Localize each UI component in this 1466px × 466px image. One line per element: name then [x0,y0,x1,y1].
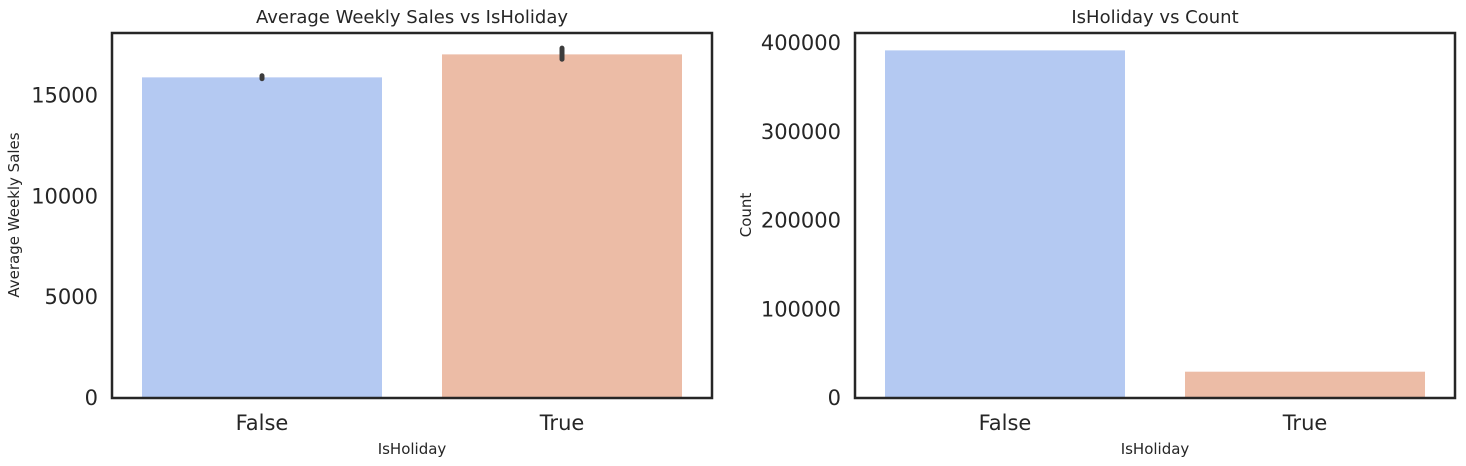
y-tick-label: 5000 [45,285,98,309]
error-bars [259,45,565,82]
x-tick-label: True [539,411,585,435]
chart-average-weekly-sales: Average Weekly Sales vs IsHoliday IsHoli… [5,7,714,458]
y-tick-label: 200000 [761,209,841,233]
x-tick-label: True [1282,411,1328,435]
x-ticks: False True [979,411,1328,435]
bar-true [1185,371,1425,398]
bar-false [885,50,1125,398]
bar-false [142,77,382,399]
x-axis-label: IsHoliday [378,440,447,458]
x-tick-label: False [979,411,1032,435]
chart-title: IsHoliday vs Count [1071,7,1238,28]
y-tick-label: 0 [828,386,841,410]
chart-isholiday-count: IsHoliday vs Count IsHoliday Count 0 1000… [737,7,1457,458]
bars [885,50,1425,398]
plot-frame [853,31,1457,400]
chart-title: Average Weekly Sales vs IsHoliday [256,7,568,28]
y-tick-label: 300000 [761,120,841,144]
bar-true [442,54,682,398]
bars [142,54,682,399]
plot-frame [110,31,714,400]
x-tick-label: False [236,411,289,435]
y-tick-label: 10000 [31,184,98,208]
y-ticks: 0 100000 200000 300000 400000 [761,31,841,410]
x-axis-label: IsHoliday [1121,440,1190,458]
x-ticks: False True [236,411,585,435]
y-ticks: 0 5000 10000 15000 [31,84,98,410]
y-tick-label: 400000 [761,31,841,55]
y-axis-label: Count [737,193,755,238]
y-tick-label: 0 [85,386,98,410]
y-tick-label: 15000 [31,84,98,108]
y-tick-label: 100000 [761,297,841,321]
y-axis-label: Average Weekly Sales [5,132,23,297]
